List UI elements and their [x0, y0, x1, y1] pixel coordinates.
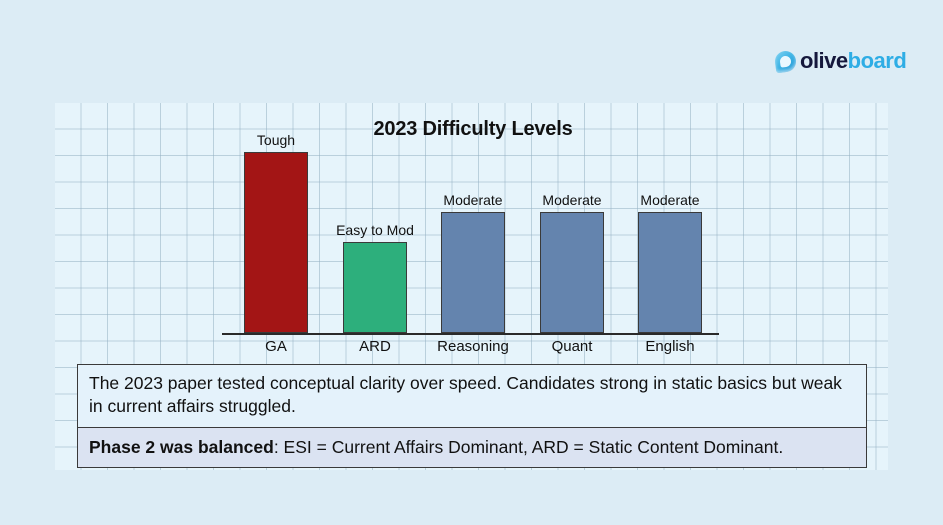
highlight-note: Phase 2 was balanced: ESI = Current Affa… [78, 426, 866, 468]
notes-panel: The 2023 paper tested conceptual clarity… [77, 364, 867, 469]
brand-name-dark: olive [800, 48, 848, 73]
x-axis-label-english: English [645, 338, 695, 355]
bar-value-label-ard: Easy to Mod [336, 222, 414, 238]
x-axis-label-ga: GA [265, 338, 287, 355]
bar-english [638, 212, 702, 333]
bar-ard [343, 242, 407, 333]
oliveboard-logo: oliveboard [773, 48, 907, 73]
x-axis-label-reasoning: Reasoning [437, 338, 509, 355]
summary-note: The 2023 paper tested conceptual clarity… [78, 365, 866, 427]
x-axis-label-ard: ARD [359, 338, 391, 355]
bar-value-label-reasoning: Moderate [443, 192, 503, 208]
x-axis-line [222, 333, 719, 335]
bar-quant [540, 212, 604, 333]
bar-value-label-ga: Tough [256, 132, 296, 148]
brand-name-blue: board [847, 48, 907, 73]
bar-reasoning [441, 212, 505, 333]
chart-title: 2023 Difficulty Levels [0, 118, 943, 141]
bar-ga [244, 152, 308, 333]
x-axis-label-quant: Quant [551, 338, 593, 355]
chart-title-text: 2023 Difficulty Levels [373, 118, 573, 140]
highlight-note-rest: : ESI = Current Affairs Dominant, ARD = … [273, 436, 784, 457]
highlight-note-bold: Phase 2 was balanced [89, 436, 274, 457]
bar-value-label-english: Moderate [640, 192, 700, 208]
brand-wordmark: oliveboard [800, 48, 907, 73]
bar-value-label-quant: Moderate [542, 192, 602, 208]
